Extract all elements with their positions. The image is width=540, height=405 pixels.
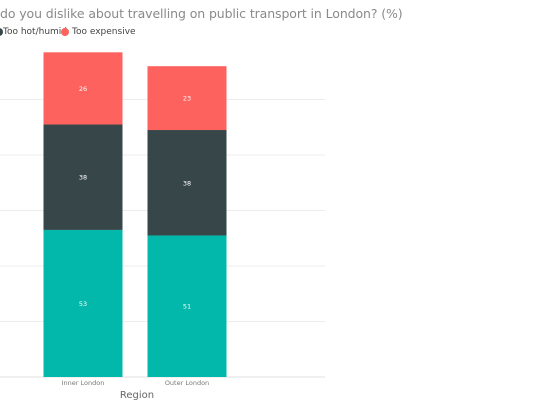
legend-label-too-expensive: Too expensive (72, 27, 136, 37)
data-label: 38 (183, 179, 191, 187)
data-label: 51 (183, 303, 191, 311)
bar-segment (147, 66, 227, 131)
bar-segment (147, 235, 227, 377)
bar-segment (43, 124, 123, 230)
data-label: 23 (183, 95, 191, 103)
data-label: 26 (79, 85, 87, 93)
bar-segment (43, 52, 123, 125)
legend-swatch-too-hot-humid (0, 28, 3, 36)
bar-segment (43, 229, 123, 377)
bar-segment (147, 130, 227, 236)
data-label: 38 (79, 174, 87, 182)
chart-title: do you dislike about travelling on publi… (0, 6, 403, 21)
x-tick-label: Inner London (62, 379, 105, 387)
legend-label-too-hot-humid: Too hot/humid (3, 27, 68, 37)
legend-swatch-too-expensive (61, 28, 69, 36)
x-axis-title: Region (120, 390, 154, 401)
data-label: 53 (79, 300, 87, 308)
x-tick-label: Outer London (165, 379, 209, 387)
